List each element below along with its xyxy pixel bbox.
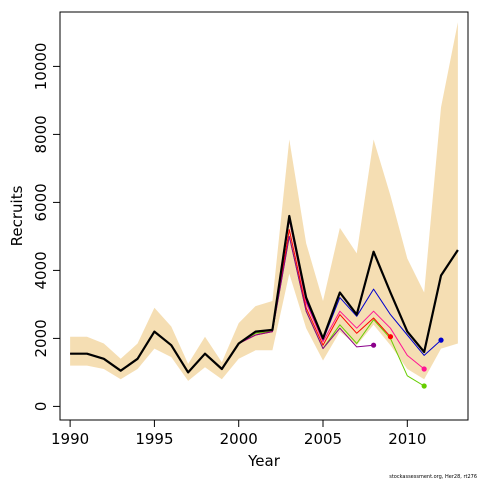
series-end-point-5 [370,342,377,348]
y-tick-label: 4000 [32,251,50,289]
y-tick-label: 2000 [32,319,50,357]
x-tick-label: 2010 [388,430,426,448]
series-end-point-4 [387,334,394,340]
series-line-0 [70,214,459,374]
y-tick-label: 8000 [32,115,50,153]
y-axis: 0 2000 4000 6000 8000 10000 [32,43,61,412]
x-axis-label: Year [247,452,281,470]
y-tick-label: 10000 [32,43,50,91]
y-tick-label: 0 [32,402,50,412]
x-axis: 1990 1995 2000 2005 2010 [51,419,426,448]
x-tick-label: 2005 [304,430,342,448]
x-tick-label: 1990 [51,430,89,448]
confidence-band [70,22,458,381]
y-tick-label: 6000 [32,183,50,221]
confidence-band-layer [70,22,458,381]
series-end-point-2 [421,366,427,372]
y-axis-label: Recruits [8,185,26,246]
series-end-point-3 [421,383,427,389]
series-end-point-1 [438,337,444,343]
x-tick-label: 2000 [220,430,258,448]
x-tick-label: 1995 [135,430,173,448]
credit-text: stockassessment.org, Her28, rt276 [389,474,477,480]
series-layer [70,214,459,389]
